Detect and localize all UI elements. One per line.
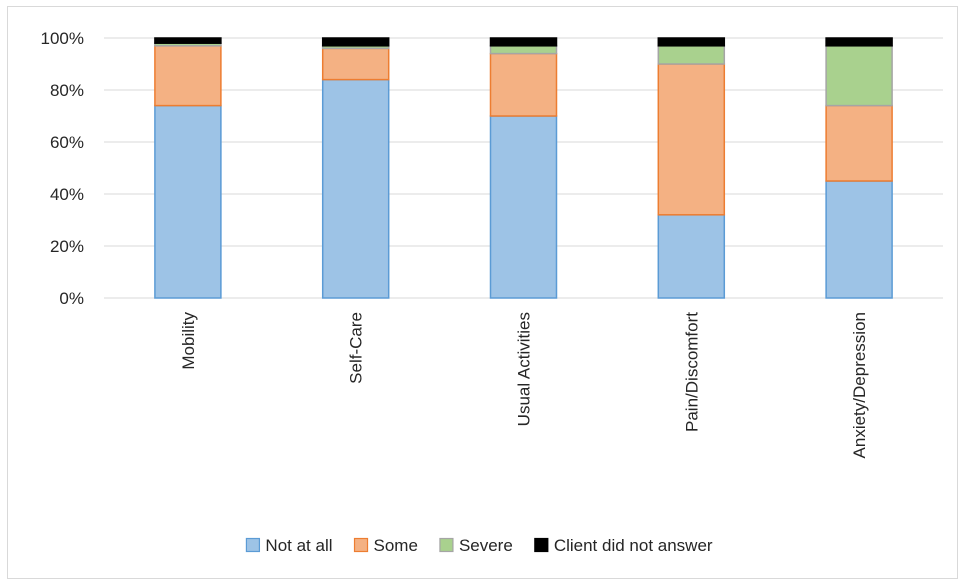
bar-segment-anxiety-depression-some <box>825 104 893 182</box>
bar-segment-mobility-not-at-all <box>154 104 222 299</box>
y-tick-label: 40% <box>50 185 84 204</box>
x-category-label: Pain/Discomfort <box>682 312 701 432</box>
bar-segment-anxiety-depression-severe <box>825 45 893 107</box>
y-axis: 0% 20% 40% 60% 80% 100% <box>41 29 84 308</box>
bar-segment-mobility-client-did-not-answer <box>154 37 222 44</box>
bar-segment-pain-discomfort-severe <box>657 45 726 65</box>
x-category-label: Self-Care <box>347 312 366 384</box>
bar-segment-anxiety-depression-client-did-not-answer <box>825 37 893 47</box>
legend-item-client-did-not-answer: Client did not answer <box>534 536 713 555</box>
y-tick-label: 80% <box>50 81 84 100</box>
legend-label: Some <box>374 536 418 555</box>
bar-segment-mobility-some <box>154 45 222 107</box>
legend-label: Client did not answer <box>554 536 713 555</box>
y-tick-label: 20% <box>50 237 84 256</box>
legend-item-some: Some <box>353 536 418 555</box>
bar-segment-usual-activities-not-at-all <box>489 115 558 299</box>
bar-segment-usual-activities-client-did-not-answer <box>489 37 558 47</box>
bar-segment-usual-activities-severe <box>489 45 558 55</box>
bar-segment-pain-discomfort-client-did-not-answer <box>657 37 726 47</box>
legend-swatch <box>439 537 454 553</box>
x-category-label: Usual Activities <box>515 312 534 426</box>
legend-label: Not at all <box>265 536 332 555</box>
y-tick-label: 100% <box>41 29 84 48</box>
legend: Not at all Some Severe Client did not answe… <box>245 536 713 555</box>
bar-segment-anxiety-depression-not-at-all <box>825 180 893 299</box>
legend-item-not-at-all: Not at all <box>245 536 333 555</box>
legend-item-severe: Severe <box>439 536 513 555</box>
legend-swatch <box>353 537 369 553</box>
bar-segment-pain-discomfort-not-at-all <box>657 214 726 299</box>
bar-segment-self-care-some <box>321 47 390 81</box>
y-tick-label: 0% <box>59 289 84 308</box>
bar-segment-usual-activities-some <box>489 52 558 117</box>
legend-swatch <box>245 537 261 553</box>
bars <box>154 37 893 299</box>
x-category-label: Anxiety/Depression <box>850 312 869 458</box>
legend-swatch <box>534 537 549 553</box>
legend-label: Severe <box>459 536 513 555</box>
bar-segment-self-care-client-did-not-answer <box>321 37 390 47</box>
bar-segment-pain-discomfort-some <box>657 63 726 216</box>
bar-segment-self-care-not-at-all <box>321 78 390 299</box>
y-tick-label: 60% <box>50 133 84 152</box>
x-axis-categories: Mobility Self-Care Usual Activities Pain/Di… <box>179 312 869 459</box>
x-category-label: Mobility <box>179 312 198 370</box>
